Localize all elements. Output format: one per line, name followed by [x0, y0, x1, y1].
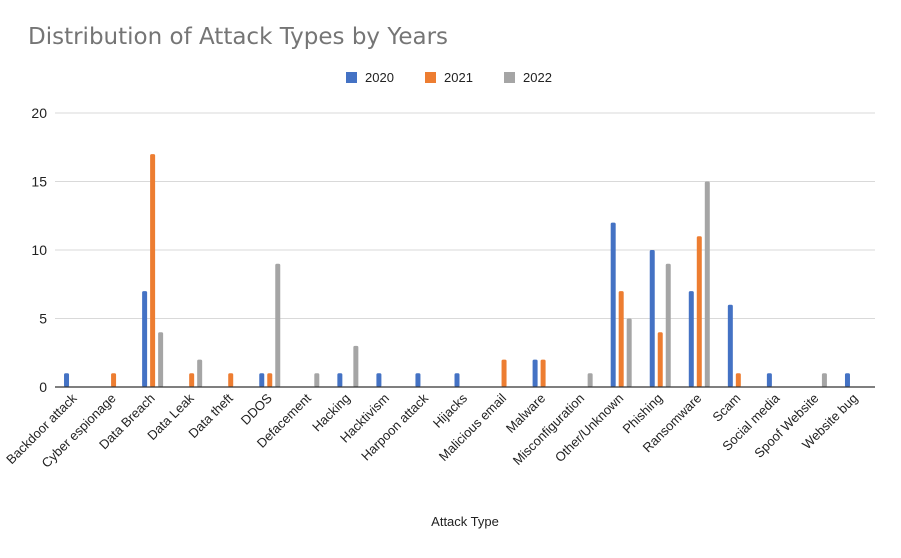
x-tick-label: Backdoor attack	[3, 390, 80, 467]
legend-label-2020: 2020	[365, 70, 394, 85]
x-tick-label: Harpoon attack	[358, 390, 431, 463]
bar-2021-data-breach	[150, 154, 156, 387]
legend-swatch-2020	[346, 72, 357, 83]
bar-2021-data-leak	[189, 373, 195, 387]
y-tick-label: 15	[31, 174, 47, 190]
y-tick-label: 0	[39, 379, 47, 395]
bar-2020-hacktivism	[376, 373, 382, 387]
bar-2022-defacement	[314, 373, 320, 387]
bar-2020-phishing	[649, 250, 655, 387]
bar-2020-ransomware	[688, 291, 694, 387]
y-tick-label: 10	[31, 242, 47, 258]
x-tick-label: DDOS	[238, 390, 275, 427]
x-tick-label: Malicious email	[436, 390, 510, 464]
legend-label-2022: 2022	[523, 70, 552, 85]
bars	[64, 154, 850, 387]
bar-2022-hacking	[353, 345, 359, 387]
bar-2021-other-unknown	[618, 291, 624, 387]
legend: 2020 2021 2022	[346, 70, 552, 85]
x-axis-title: Attack Type	[431, 514, 499, 529]
bar-2022-ddos	[275, 263, 281, 387]
x-tick-label: Scam	[709, 391, 743, 425]
bar-2022-data-leak	[197, 359, 203, 387]
gridlines	[55, 112, 875, 319]
bar-2022-misconfiguration	[587, 373, 593, 387]
bar-2021-ddos	[267, 373, 273, 387]
bar-2022-other-unknown	[626, 318, 632, 387]
bar-2021-scam	[735, 373, 741, 387]
bar-2020-scam	[727, 304, 733, 387]
bar-2020-other-unknown	[610, 222, 616, 387]
bar-2021-malware	[540, 359, 546, 387]
bar-2020-hijacks	[454, 373, 460, 387]
bar-2022-phishing	[665, 263, 671, 387]
bar-2021-ransomware	[696, 236, 702, 387]
y-tick-label: 20	[31, 105, 47, 121]
y-tick-label: 5	[39, 311, 47, 327]
bar-2020-ddos	[259, 373, 265, 387]
bar-2020-backdoor-attack	[64, 373, 70, 387]
bar-2021-cyber-espionage	[111, 373, 117, 387]
bar-2022-data-breach	[158, 332, 164, 387]
bar-2022-spoof-website	[821, 373, 827, 387]
chart-title: Distribution of Attack Types by Years	[28, 24, 449, 50]
bar-2021-phishing	[657, 332, 663, 387]
bar-2020-malware	[532, 359, 538, 387]
bar-2020-data-breach	[142, 291, 148, 387]
bar-2021-malicious-email	[501, 359, 507, 387]
bar-2020-hacking	[337, 373, 343, 387]
bar-2022-ransomware	[704, 181, 710, 387]
bar-2020-website-bug	[844, 373, 850, 387]
legend-swatch-2021	[425, 72, 436, 83]
legend-label-2021: 2021	[444, 70, 473, 85]
x-tick-label: Other/Unknown	[552, 391, 626, 465]
legend-swatch-2022	[504, 72, 515, 83]
bar-2021-data-theft	[228, 373, 234, 387]
bar-2020-harpoon-attack	[415, 373, 421, 387]
bar-2020-social-media	[766, 373, 772, 387]
